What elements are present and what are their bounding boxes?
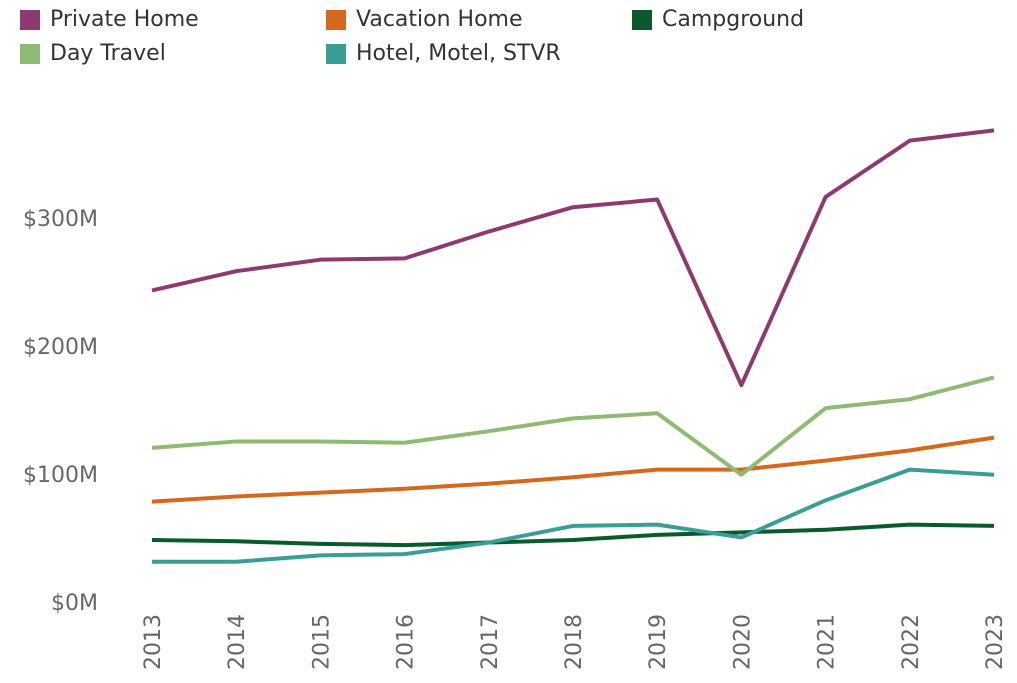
- x-tick-label: 2021: [815, 614, 840, 670]
- x-tick-label: 2020: [730, 614, 755, 670]
- legend-label: Campground: [662, 7, 804, 32]
- line-series: [151, 375, 995, 477]
- x-tick-label: 2016: [394, 614, 419, 670]
- legend-swatch: [20, 10, 40, 30]
- legend-swatch: [326, 10, 346, 30]
- x-tick-label: 2023: [983, 614, 1008, 670]
- line-series: [151, 522, 995, 548]
- x-tick-label: 2017: [478, 614, 503, 670]
- x-tick-label: 2014: [225, 614, 250, 670]
- legend-swatch: [326, 44, 346, 64]
- legend-label: Hotel, Motel, STVR: [356, 41, 561, 66]
- legend: Private Home Vacation Home Campground Day T…: [20, 7, 804, 66]
- line-series: [152, 467, 995, 564]
- x-tick-label: 2013: [141, 614, 166, 670]
- legend-swatch: [20, 44, 40, 64]
- x-tick-label: 2022: [899, 614, 924, 670]
- x-tick-label: 2018: [562, 614, 587, 670]
- legend-label: Vacation Home: [356, 7, 523, 32]
- y-tick-label: $100M: [23, 463, 98, 488]
- x-tick-label: 2019: [646, 614, 671, 670]
- y-tick-label: $300M: [23, 207, 98, 232]
- y-tick-label: $0M: [51, 591, 98, 616]
- x-tick-label: 2015: [309, 614, 334, 670]
- y-tick-label: $200M: [23, 335, 98, 360]
- legend-label: Day Travel: [50, 41, 166, 66]
- line-series: [151, 435, 995, 504]
- legend-swatch: [632, 10, 652, 30]
- line-series: [151, 128, 995, 388]
- legend-label: Private Home: [50, 7, 199, 32]
